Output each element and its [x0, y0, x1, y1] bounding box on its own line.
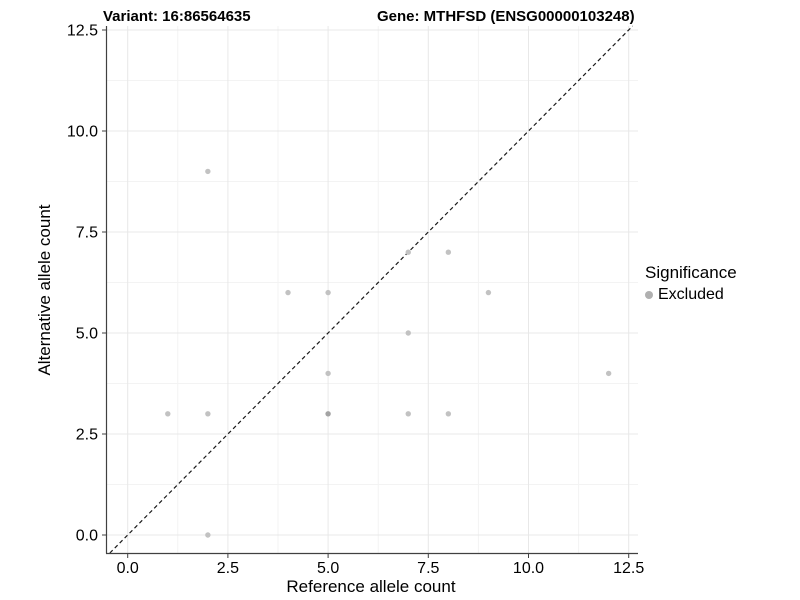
- plot-title-gene: Gene: MTHFSD (ENSG00000103248): [377, 8, 635, 25]
- plot-title-variant: Variant: 16:86564635: [103, 8, 251, 25]
- data-point: [205, 411, 211, 417]
- data-point: [205, 168, 211, 175]
- grid-major: [106, 26, 638, 553]
- y-tick-label: 0.0: [76, 528, 98, 545]
- x-axis-title: Reference allele count: [286, 577, 456, 596]
- data-point: [405, 330, 411, 336]
- x-tick-label: 5.0: [317, 560, 339, 577]
- data-point: [165, 411, 171, 417]
- legend-title: Significance: [645, 263, 737, 282]
- data-point: [405, 411, 411, 417]
- identity-line: [109, 25, 634, 554]
- data-point: [325, 411, 331, 417]
- y-tick-label: 7.5: [76, 225, 98, 242]
- data-point: [445, 249, 452, 255]
- grid-minor: [106, 26, 638, 553]
- data-point: [485, 289, 492, 296]
- legend-item-excluded: Excluded: [645, 286, 737, 304]
- data-point: [325, 289, 331, 296]
- data-point: [325, 370, 331, 377]
- x-tick-label: 0.0: [117, 560, 139, 577]
- data-point: [605, 370, 612, 377]
- tick-marks: [102, 29, 630, 558]
- data-point: [445, 411, 452, 417]
- data-point: [405, 249, 411, 255]
- x-tick-label: 10.0: [513, 560, 544, 577]
- data-point: [285, 289, 291, 296]
- tick-labels: 0.0 0.0 2.5 2.5 5.0 5.0 7.5 7.5 10.0 10.0 12.5 12.5: [67, 23, 645, 578]
- excluded-marker-icon: [645, 291, 653, 299]
- data-points: [165, 168, 612, 538]
- y-axis-title: Alternative allele count: [35, 204, 54, 376]
- x-tick-label: 2.5: [217, 560, 239, 577]
- data-point: [205, 532, 211, 538]
- legend-item-label: Excluded: [658, 286, 724, 303]
- x-tick-label: 7.5: [417, 560, 439, 577]
- x-tick-label: 12.5: [613, 560, 644, 577]
- y-tick-label: 10.0: [67, 124, 98, 141]
- y-tick-label: 2.5: [76, 427, 98, 444]
- y-tick-label: 5.0: [76, 326, 98, 343]
- legend: Significance Excluded: [645, 263, 737, 304]
- y-tick-label: 12.5: [67, 23, 98, 40]
